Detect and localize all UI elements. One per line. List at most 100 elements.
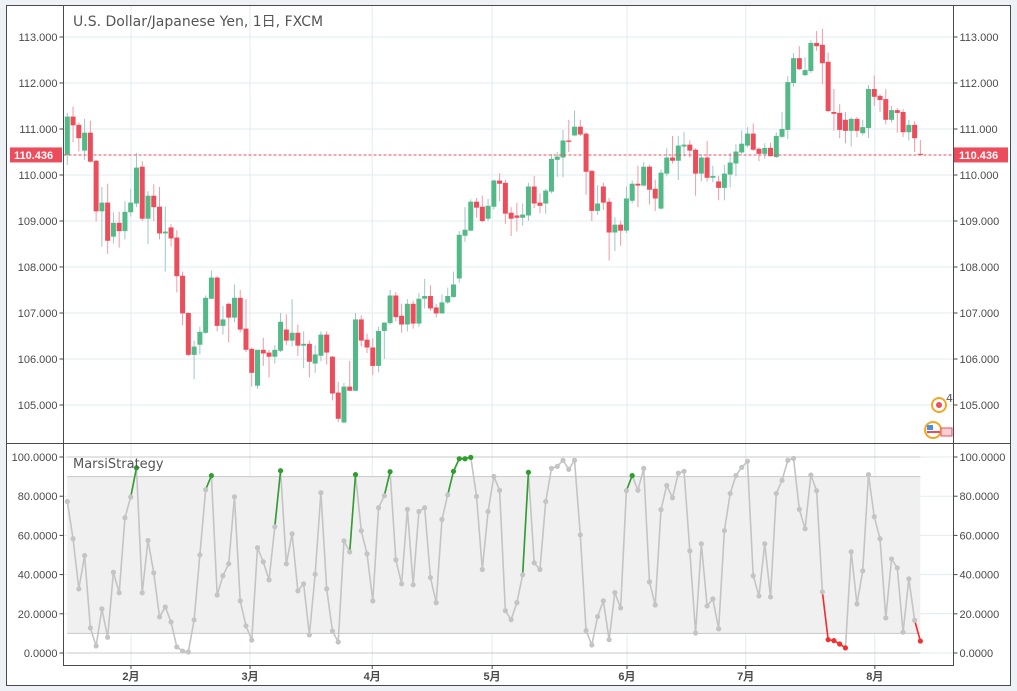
price-tick-label-left: 108.000 (18, 262, 58, 274)
rsi-segment (608, 592, 616, 640)
rsi-segment (170, 621, 178, 648)
rsi-point (623, 488, 630, 494)
rsi-point (750, 573, 756, 579)
rsi-point (393, 557, 399, 563)
candle-body (306, 343, 312, 362)
candle-body (174, 237, 180, 277)
rsi-tick-label-right: 80.0000 (960, 491, 1000, 503)
candle-down (819, 28, 825, 84)
rsi-segment (614, 592, 622, 609)
candle-up (381, 322, 387, 359)
candle-body (479, 206, 485, 221)
chart-title: U.S. Dollar/Japanese Yen, 1日, FXCM (73, 14, 323, 30)
candle-body (214, 277, 220, 326)
candle-up (698, 154, 704, 182)
candle-up (612, 217, 618, 251)
rsi-point (606, 637, 612, 643)
rsi-point (433, 600, 439, 606)
axis-ticks: 2月 3月 4月 5月 6月 7月 8月 105.000 105.000 106.000 106.0… (12, 32, 1006, 683)
candle-down (537, 193, 543, 214)
candle-body (716, 181, 722, 188)
candle-down (168, 224, 174, 247)
candle-down (474, 198, 480, 218)
candle-up (485, 198, 491, 221)
rsi-point (283, 561, 289, 567)
candle-body (612, 224, 618, 233)
rsi-segment (619, 490, 628, 608)
candle-down (618, 221, 624, 246)
candle-body (687, 144, 693, 151)
rsi-segment (481, 511, 489, 570)
candle-body (376, 330, 382, 366)
rsi-segment (769, 493, 778, 597)
rsi-segment (487, 476, 495, 512)
candle-down (704, 140, 710, 182)
event-marker-us[interactable] (924, 421, 953, 439)
rsi-point (888, 556, 895, 562)
rsi-point (341, 538, 347, 544)
candle-down (646, 164, 652, 205)
rsi-segment (810, 474, 818, 491)
rsi-point (508, 617, 514, 623)
candle-body (681, 144, 687, 147)
candle-body (531, 186, 537, 204)
candle-down (214, 276, 220, 332)
rsi-point (491, 473, 497, 480)
rsi-point (450, 468, 457, 474)
rsi-segment (631, 475, 639, 491)
candle-body (289, 332, 295, 341)
candle-body (739, 143, 745, 153)
rsi-point (600, 598, 606, 604)
candle-down (606, 198, 612, 261)
rsi-tick-label-right: 40.0000 (960, 570, 1000, 582)
candle-body (145, 195, 151, 219)
rsi-segment (239, 600, 247, 627)
rsi-segment (689, 550, 697, 634)
rsi-point (399, 581, 405, 587)
rsi-segment (337, 540, 345, 643)
rsi-point (324, 586, 330, 592)
candle-body (641, 166, 647, 186)
candle-up (203, 295, 209, 334)
candle-down (900, 109, 906, 137)
candle-down (105, 183, 111, 254)
rsi-point (381, 493, 387, 499)
rsi-segment (602, 600, 610, 640)
candle-up (376, 326, 382, 373)
candle-down (825, 52, 831, 112)
last-price-label-right: 110.436 (954, 147, 1008, 163)
rsi-point (105, 634, 111, 640)
candle-down (871, 75, 877, 106)
candle-body (381, 322, 387, 331)
rsi-point (773, 490, 779, 497)
rsi-point (894, 565, 900, 571)
rsi-point (358, 528, 364, 534)
candle-body (906, 124, 912, 133)
candle-down (652, 179, 658, 211)
candle-down (842, 111, 848, 144)
rsi-point (191, 617, 197, 623)
rsi-segment (72, 538, 80, 589)
rsi-point (577, 532, 583, 538)
rsi-segment (193, 554, 201, 620)
rsi-point (721, 528, 727, 534)
candle-body (139, 166, 145, 219)
candle-up (162, 206, 168, 272)
rsi-point (277, 468, 284, 474)
rsi-point (410, 582, 416, 588)
rsi-point (635, 487, 641, 493)
candle-down (306, 340, 312, 378)
candle-down (139, 161, 145, 221)
rsi-point (669, 495, 676, 501)
candle-down (174, 230, 180, 293)
candle-up (445, 287, 451, 304)
candle-body (894, 110, 900, 113)
rsi-point (612, 590, 618, 596)
rsi-point (837, 641, 843, 647)
candle-body (110, 222, 116, 237)
rsi-segment (867, 474, 876, 517)
rsi-point (162, 604, 168, 610)
candle-down (716, 175, 722, 201)
event-marker-earnings[interactable]: 4 (931, 392, 953, 413)
